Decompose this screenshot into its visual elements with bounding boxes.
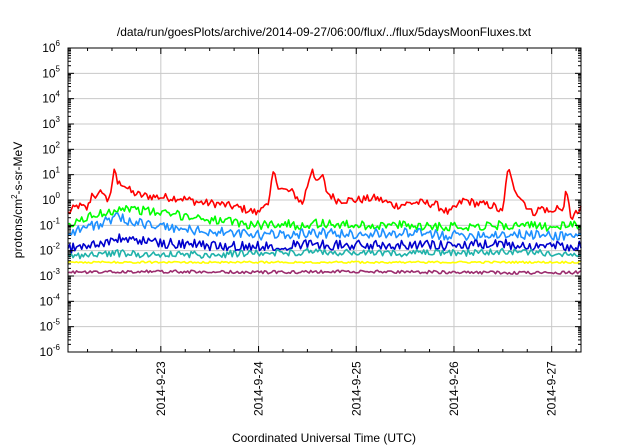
y-tick-label: 10-4 [40, 292, 61, 308]
y-tick-base: 10 [40, 294, 54, 308]
y-tick-label: 105 [42, 64, 60, 80]
x-tick-label: 2014-9-24 [252, 361, 266, 416]
y-tick-label: 103 [42, 115, 60, 131]
x-tick-label: 2014-9-26 [447, 361, 461, 416]
y-tick-exponent: 4 [56, 90, 61, 99]
y-tick-label: 104 [42, 90, 60, 106]
y-tick-base: 10 [40, 269, 54, 283]
y-tick-label: 100 [42, 191, 60, 207]
series-line [67, 247, 582, 260]
series-line [67, 168, 582, 220]
series-line [67, 269, 582, 275]
y-tick-base: 10 [40, 244, 54, 258]
y-tick-exponent: 5 [56, 64, 61, 73]
x-tick-label: 2014-9-23 [154, 361, 168, 416]
y-tick-exponent: 0 [56, 191, 61, 200]
y-tick-exponent: 1 [56, 166, 61, 175]
y-tick-base: 10 [42, 168, 56, 182]
y-tick-base: 10 [42, 193, 56, 207]
y-tick-exponent: -2 [53, 242, 61, 251]
y-tick-label: 10-2 [40, 242, 61, 258]
series-line [67, 260, 582, 265]
y-tick-label: 10-6 [40, 343, 61, 359]
series-line [67, 212, 582, 241]
y-tick-exponent: -4 [53, 292, 61, 301]
y-tick-base: 10 [42, 117, 56, 131]
y-tick-base: 10 [42, 92, 56, 106]
y-tick-label: 10-3 [40, 267, 61, 283]
y-tick-label: 101 [42, 166, 60, 182]
y-tick-base: 10 [42, 66, 56, 80]
y-tick-exponent: -5 [53, 318, 61, 327]
series-line [68, 205, 582, 232]
x-tick-label: 2014-9-27 [545, 361, 559, 416]
y-axis-title-sup: 2 [10, 194, 19, 199]
y-tick-base: 10 [40, 218, 54, 232]
y-axis-title-main: protons/cm [11, 199, 25, 258]
y-tick-label: 10-5 [40, 318, 61, 334]
y-tick-base: 10 [40, 345, 54, 359]
y-axis: 10-610-510-410-310-210-11001011021031041… [40, 39, 581, 359]
series-group [67, 168, 582, 275]
y-tick-exponent: 3 [56, 115, 61, 124]
y-tick-exponent: -3 [53, 267, 61, 276]
x-axis: 2014-9-23 2014-9-24 2014-9-25 2014-9-26 2014… [87, 48, 577, 416]
y-axis-title: protons/cm2-s-sr-MeV [10, 142, 25, 258]
y-tick-label: 106 [42, 39, 60, 55]
y-axis-title-rest: -s-sr-MeV [11, 142, 25, 195]
y-tick-label: 10-1 [40, 216, 61, 232]
y-tick-exponent: 2 [56, 140, 61, 149]
y-tick-base: 10 [42, 41, 56, 55]
y-tick-base: 10 [42, 142, 56, 156]
y-tick-base: 10 [40, 320, 54, 334]
y-tick-exponent: -1 [53, 216, 61, 225]
y-tick-exponent: 6 [56, 39, 61, 48]
chart-title: /data/run/goesPlots/archive/2014-09-27/0… [117, 25, 532, 39]
y-tick-exponent: -6 [53, 343, 61, 352]
y-tick-label: 102 [42, 140, 60, 156]
x-axis-title: Coordinated Universal Time (UTC) [232, 431, 416, 445]
x-tick-label: 2014-9-25 [349, 361, 363, 416]
